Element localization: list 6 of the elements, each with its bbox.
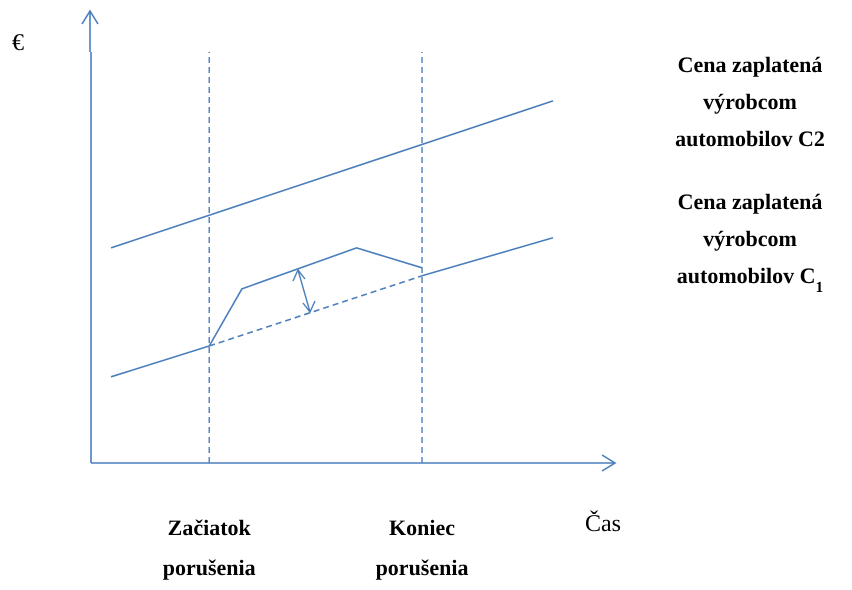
- text: Cena zaplatená výrobcom automobilov C$_{1}$: [676, 188, 824, 296]
- text: Cena zaplatená výrobcom automobilov C2: [675, 52, 825, 151]
- x-tick-label: Začiatok porušenia: [162, 515, 256, 580]
- y-axis-title: €: [12, 30, 24, 56]
- x-tick-label: Koniec porušenia: [376, 515, 468, 580]
- x-axis-title: Čas: [585, 510, 621, 537]
